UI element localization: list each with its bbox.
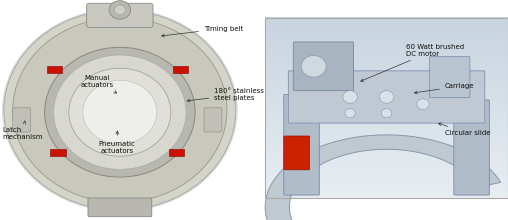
FancyBboxPatch shape xyxy=(13,108,30,132)
Bar xyxy=(265,38,508,42)
Text: Circular slide: Circular slide xyxy=(438,123,490,136)
Bar xyxy=(265,95,508,99)
Bar xyxy=(265,134,508,138)
Bar xyxy=(265,80,508,84)
Bar xyxy=(265,47,508,51)
Bar xyxy=(265,170,508,174)
Circle shape xyxy=(83,80,157,144)
Bar xyxy=(265,156,508,159)
Bar xyxy=(265,18,508,198)
Bar xyxy=(265,192,508,195)
Circle shape xyxy=(382,109,392,118)
Bar xyxy=(265,128,508,132)
FancyBboxPatch shape xyxy=(169,148,184,156)
Text: Timing belt: Timing belt xyxy=(162,26,243,37)
Bar xyxy=(265,143,508,147)
Bar xyxy=(265,98,508,102)
Bar xyxy=(265,17,508,21)
Bar xyxy=(265,107,508,111)
Bar xyxy=(265,50,508,54)
Bar xyxy=(265,104,508,108)
FancyBboxPatch shape xyxy=(204,108,222,132)
Polygon shape xyxy=(265,135,501,220)
Circle shape xyxy=(417,99,429,110)
Bar xyxy=(265,180,508,183)
Bar xyxy=(265,116,508,120)
Circle shape xyxy=(345,109,355,118)
Circle shape xyxy=(69,68,171,156)
Bar xyxy=(265,62,508,66)
Circle shape xyxy=(343,91,358,103)
FancyBboxPatch shape xyxy=(284,95,320,195)
Bar xyxy=(265,194,508,198)
Text: 180° stainless
steel plates: 180° stainless steel plates xyxy=(187,88,264,102)
Bar xyxy=(265,20,508,24)
FancyBboxPatch shape xyxy=(454,100,489,195)
Bar xyxy=(265,53,508,57)
Bar xyxy=(265,83,508,87)
Bar xyxy=(265,65,508,69)
Bar xyxy=(265,86,508,90)
Circle shape xyxy=(114,5,125,15)
Bar xyxy=(265,41,508,45)
Bar xyxy=(265,149,508,153)
Circle shape xyxy=(13,18,227,202)
Circle shape xyxy=(45,47,195,177)
Bar xyxy=(265,110,508,114)
Bar xyxy=(265,71,508,75)
Bar xyxy=(265,29,508,33)
Circle shape xyxy=(109,1,131,19)
FancyBboxPatch shape xyxy=(284,136,309,170)
Bar xyxy=(265,140,508,144)
Circle shape xyxy=(53,55,186,169)
Bar xyxy=(265,158,508,162)
Bar xyxy=(265,165,508,168)
Bar xyxy=(265,119,508,123)
Bar xyxy=(265,185,508,189)
Bar xyxy=(265,138,508,141)
Bar xyxy=(265,68,508,72)
Text: Carriage: Carriage xyxy=(415,83,474,94)
Bar xyxy=(265,183,508,186)
FancyBboxPatch shape xyxy=(87,3,153,28)
FancyBboxPatch shape xyxy=(293,42,354,91)
Bar xyxy=(265,92,508,96)
Bar xyxy=(265,122,508,126)
Bar xyxy=(265,74,508,78)
Bar xyxy=(265,167,508,171)
FancyBboxPatch shape xyxy=(430,57,470,98)
Bar xyxy=(265,44,508,48)
FancyBboxPatch shape xyxy=(289,71,485,123)
Bar xyxy=(265,26,508,30)
Bar xyxy=(265,125,508,129)
Circle shape xyxy=(4,10,236,210)
Bar xyxy=(265,23,508,27)
FancyBboxPatch shape xyxy=(50,148,66,156)
Bar xyxy=(265,59,508,63)
Bar xyxy=(265,174,508,177)
Circle shape xyxy=(301,55,326,77)
Text: 60 Watt brushed
DC motor: 60 Watt brushed DC motor xyxy=(361,44,464,81)
Bar xyxy=(265,56,508,60)
Bar xyxy=(265,131,508,135)
Bar xyxy=(265,161,508,165)
Bar xyxy=(265,89,508,93)
Bar xyxy=(265,101,508,105)
Bar xyxy=(265,32,508,36)
Bar xyxy=(265,77,508,81)
Bar xyxy=(265,113,508,117)
Bar xyxy=(265,176,508,180)
Text: Pneumatic
actuators: Pneumatic actuators xyxy=(99,131,136,154)
Text: Latch
mechanism: Latch mechanism xyxy=(3,121,43,140)
FancyBboxPatch shape xyxy=(88,198,152,217)
Bar xyxy=(265,147,508,150)
FancyBboxPatch shape xyxy=(173,66,188,73)
FancyBboxPatch shape xyxy=(47,66,61,73)
Circle shape xyxy=(379,91,394,103)
Bar xyxy=(265,152,508,156)
Bar xyxy=(265,189,508,192)
Bar xyxy=(265,35,508,39)
Text: Manual
actuators: Manual actuators xyxy=(80,75,117,93)
